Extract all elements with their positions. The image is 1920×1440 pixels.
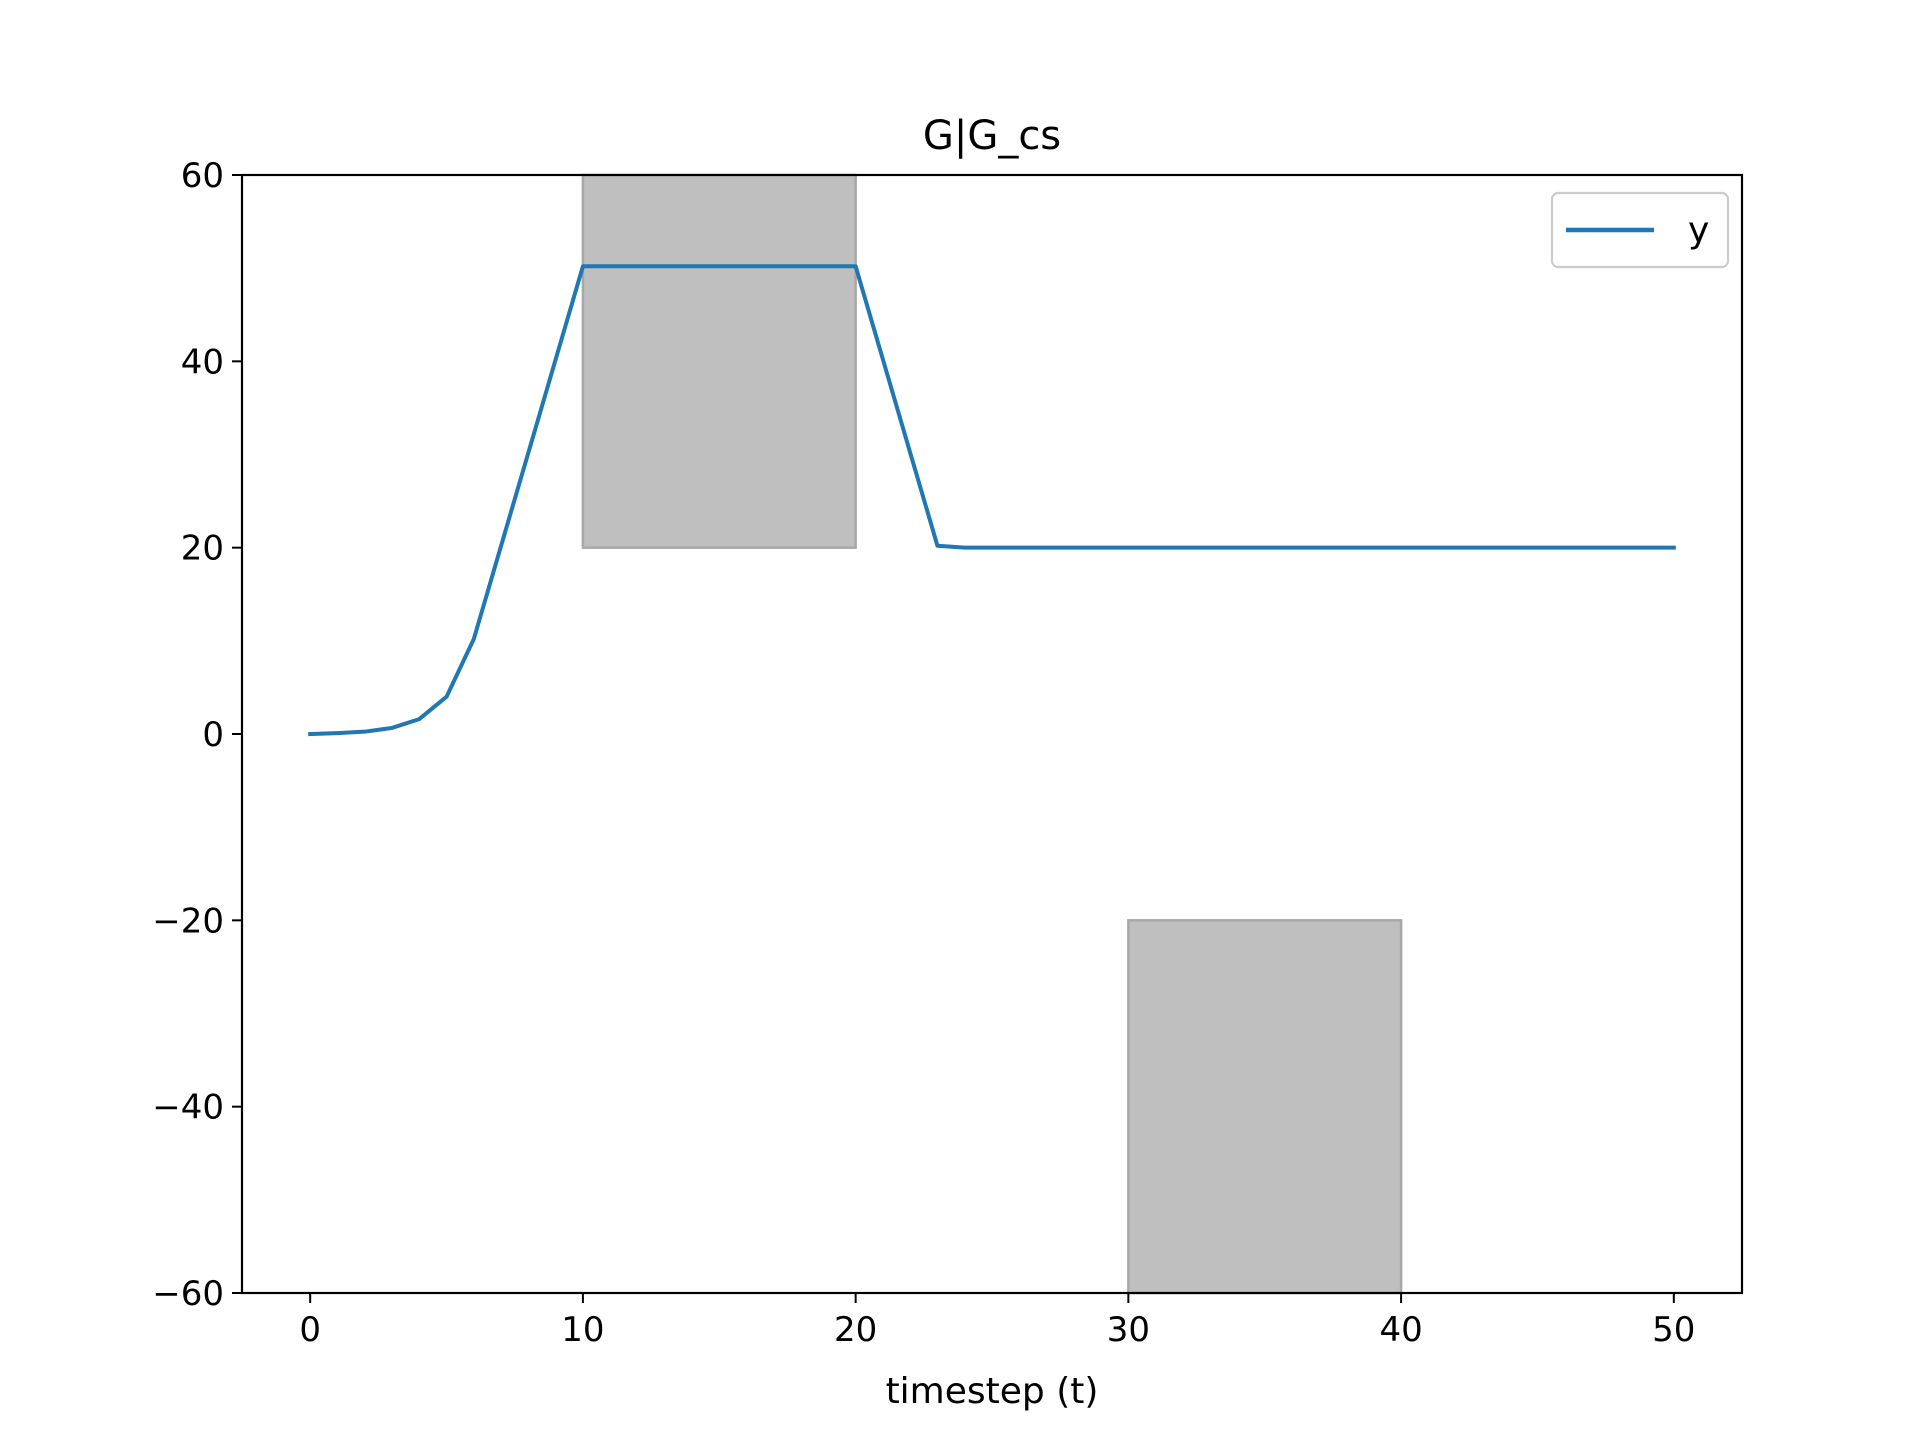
- data-point: [554, 357, 558, 361]
- y-tick-label: −40: [152, 1088, 224, 1128]
- y-axis: −60 −40 −20 0 20 40 60: [152, 156, 242, 1314]
- data-point: [1290, 546, 1294, 550]
- series-line-y: [308, 264, 1676, 737]
- y-tick-label: 20: [181, 529, 224, 569]
- data-point: [635, 264, 639, 268]
- chart-title: G|G_cs: [923, 113, 1061, 159]
- data-point: [417, 717, 421, 721]
- data-point: [717, 264, 721, 268]
- x-axis-label: timestep (t): [886, 1371, 1099, 1412]
- data-point: [1399, 546, 1403, 550]
- data-point: [1045, 546, 1049, 550]
- data-point: [1617, 546, 1621, 550]
- data-point: [581, 264, 585, 268]
- legend-label: y: [1688, 210, 1709, 251]
- data-point: [772, 264, 776, 268]
- data-point: [1535, 546, 1539, 550]
- data-point: [1372, 546, 1376, 550]
- data-point: [799, 264, 803, 268]
- data-point: [1590, 546, 1594, 550]
- data-point: [935, 544, 939, 548]
- data-point: [1263, 546, 1267, 550]
- data-point: [1672, 546, 1676, 550]
- data-point: [472, 637, 476, 641]
- data-point: [881, 357, 885, 361]
- data-point: [1317, 546, 1321, 550]
- data-point: [908, 451, 912, 455]
- data-point: [663, 264, 667, 268]
- data-point: [1099, 546, 1103, 550]
- data-point: [745, 264, 749, 268]
- y-tick-label: −20: [152, 901, 224, 941]
- series-layer: [308, 264, 1676, 737]
- data-point: [1154, 546, 1158, 550]
- data-point: [1454, 546, 1458, 550]
- data-point: [308, 732, 312, 736]
- data-point: [1017, 546, 1021, 550]
- data-point: [990, 546, 994, 550]
- x-axis: 0 10 20 30 40 50: [299, 1293, 1695, 1350]
- data-point: [1235, 546, 1239, 550]
- data-point: [390, 726, 394, 730]
- data-point: [1181, 546, 1185, 550]
- data-point: [1563, 546, 1567, 550]
- x-tick-label: 50: [1652, 1310, 1695, 1350]
- data-point: [445, 695, 449, 699]
- y-tick-label: 40: [181, 342, 224, 382]
- data-point: [499, 544, 503, 548]
- shaded-region-1: [581, 173, 857, 549]
- x-tick-label: 20: [834, 1310, 877, 1350]
- x-tick-label: 0: [299, 1310, 321, 1350]
- data-point: [1645, 546, 1649, 550]
- x-tick-label: 30: [1107, 1310, 1150, 1350]
- legend: y: [1550, 191, 1730, 269]
- data-point: [335, 731, 339, 735]
- data-point: [1208, 546, 1212, 550]
- data-point: [1345, 546, 1349, 550]
- data-point: [608, 264, 612, 268]
- data-point: [1426, 546, 1430, 550]
- data-point: [826, 264, 830, 268]
- data-point: [1126, 546, 1130, 550]
- data-point: [1072, 546, 1076, 550]
- x-tick-label: 10: [561, 1310, 604, 1350]
- data-point: [1508, 546, 1512, 550]
- shaded-region-2: [1127, 919, 1403, 1295]
- y-tick-label: 0: [202, 715, 224, 755]
- data-point: [854, 264, 858, 268]
- data-point: [1481, 546, 1485, 550]
- data-point: [526, 451, 530, 455]
- regions-layer: [581, 173, 1403, 1295]
- y-tick-label: −60: [152, 1274, 224, 1314]
- data-point: [363, 730, 367, 734]
- y-tick-label: 60: [181, 156, 224, 196]
- data-point: [963, 546, 967, 550]
- x-tick-label: 40: [1379, 1310, 1422, 1350]
- data-point: [690, 264, 694, 268]
